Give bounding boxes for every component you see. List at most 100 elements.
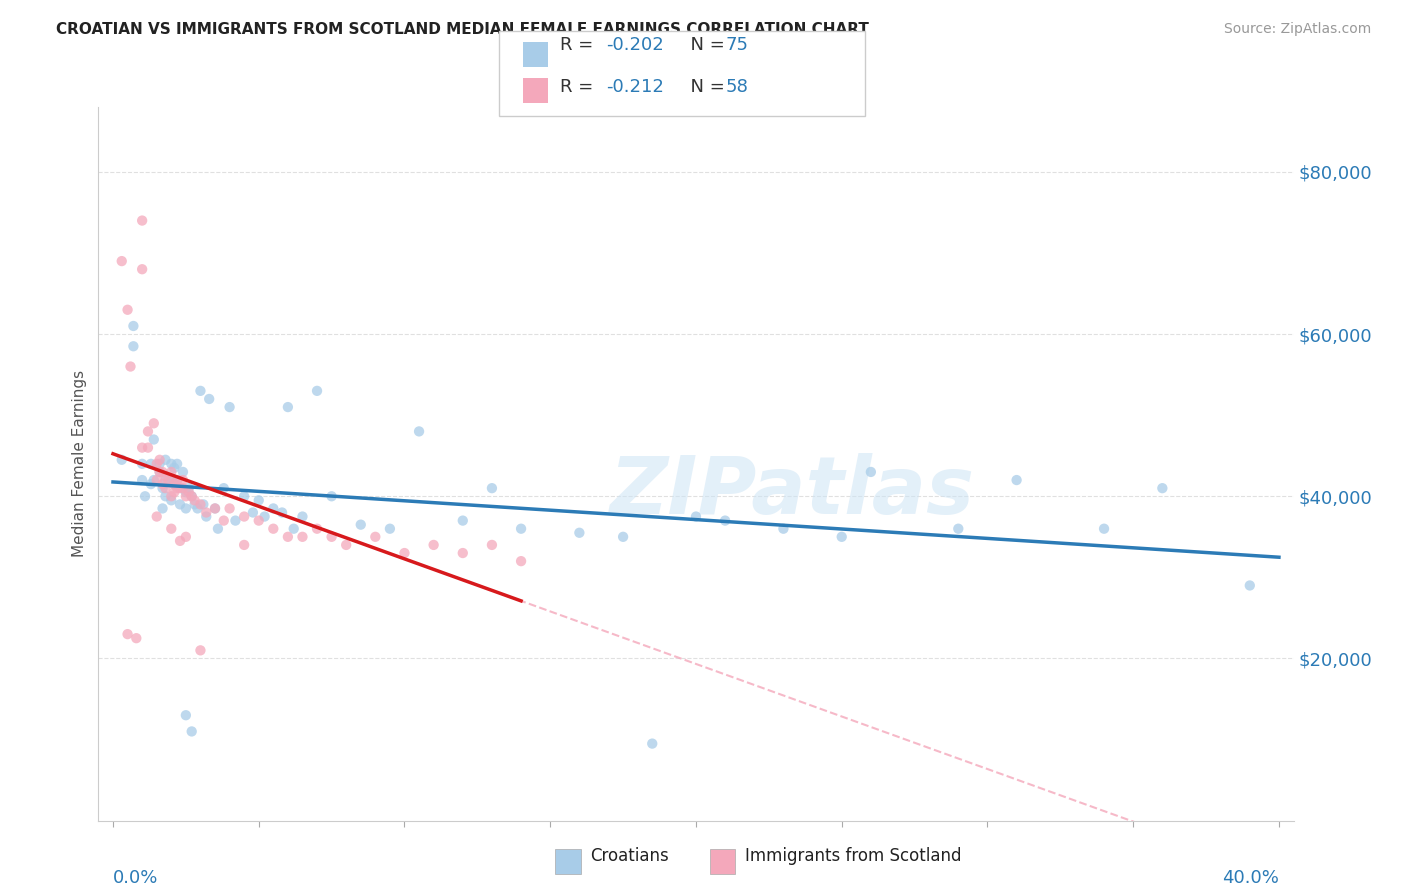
Point [139, 477, 162, 491]
Point [131, 213, 153, 227]
Point [204, 501, 226, 516]
Point [155, 489, 177, 503]
Point [145, 473, 167, 487]
Text: Croatians: Croatians [591, 847, 669, 865]
Point [136, 425, 159, 439]
Point [335, 538, 357, 552]
Point [169, 497, 191, 511]
Text: Immigrants from Scotland: Immigrants from Scotland [745, 847, 962, 865]
Point [160, 457, 183, 471]
Point [859, 465, 882, 479]
Point [422, 538, 444, 552]
Point [120, 359, 142, 374]
Point [190, 384, 212, 398]
Point [155, 469, 177, 483]
Point [180, 489, 202, 503]
Point [378, 522, 401, 536]
Point [172, 481, 194, 495]
Point [948, 522, 970, 536]
Point [364, 530, 387, 544]
Point [321, 530, 343, 544]
Point [1152, 481, 1174, 495]
Point [408, 425, 430, 439]
Point [831, 530, 853, 544]
Point [111, 452, 134, 467]
Point [174, 489, 197, 503]
Point [321, 489, 343, 503]
Point [166, 457, 188, 471]
Point [190, 497, 212, 511]
Text: -0.212: -0.212 [606, 78, 664, 95]
Point [145, 457, 167, 471]
Point [305, 384, 328, 398]
Point [233, 509, 256, 524]
Point [212, 481, 235, 495]
Point [157, 473, 180, 487]
Text: R =: R = [560, 36, 599, 54]
Point [350, 517, 373, 532]
Point [262, 501, 284, 516]
Point [291, 509, 314, 524]
Point [122, 339, 145, 353]
Point [224, 514, 246, 528]
Point [451, 514, 474, 528]
Point [277, 530, 299, 544]
Point [174, 501, 197, 516]
Point [612, 530, 634, 544]
Point [163, 461, 186, 475]
Point [136, 441, 159, 455]
Text: 75: 75 [725, 36, 748, 54]
Point [305, 522, 328, 536]
Point [772, 522, 794, 536]
Point [641, 737, 664, 751]
Point [166, 481, 188, 495]
Point [510, 554, 533, 568]
Point [174, 530, 197, 544]
Point [149, 452, 172, 467]
Point [155, 481, 177, 495]
Point [152, 481, 174, 495]
Point [207, 522, 229, 536]
Point [149, 465, 172, 479]
Point [169, 481, 191, 495]
Text: CROATIAN VS IMMIGRANTS FROM SCOTLAND MEDIAN FEMALE EARNINGS CORRELATION CHART: CROATIAN VS IMMIGRANTS FROM SCOTLAND MED… [56, 22, 869, 37]
Point [198, 392, 221, 406]
Point [190, 643, 212, 657]
Point [180, 724, 202, 739]
Point [169, 533, 191, 548]
Point [131, 441, 153, 455]
Point [186, 501, 208, 516]
Point [117, 302, 139, 317]
Point [685, 509, 707, 524]
Point [481, 538, 503, 552]
Point [122, 318, 145, 333]
Point [174, 485, 197, 500]
Text: N =: N = [679, 36, 731, 54]
Point [180, 489, 202, 503]
Text: R =: R = [560, 78, 605, 95]
Point [149, 457, 172, 471]
Point [155, 452, 177, 467]
Text: 58: 58 [725, 78, 748, 95]
Point [139, 457, 162, 471]
Point [212, 514, 235, 528]
Point [160, 493, 183, 508]
Point [160, 473, 183, 487]
Point [253, 509, 276, 524]
Point [1092, 522, 1115, 536]
Point [1239, 578, 1261, 592]
Point [149, 465, 172, 479]
Point [152, 477, 174, 491]
Point [271, 506, 294, 520]
Point [155, 473, 177, 487]
Text: ZIPatlas: ZIPatlas [609, 453, 974, 532]
Point [177, 481, 200, 495]
Point [247, 493, 270, 508]
Point [218, 400, 240, 414]
Point [195, 509, 218, 524]
Y-axis label: Median Female Earnings: Median Female Earnings [72, 370, 87, 558]
Point [142, 473, 165, 487]
Point [131, 473, 153, 487]
Point [160, 522, 183, 536]
Point [152, 465, 174, 479]
